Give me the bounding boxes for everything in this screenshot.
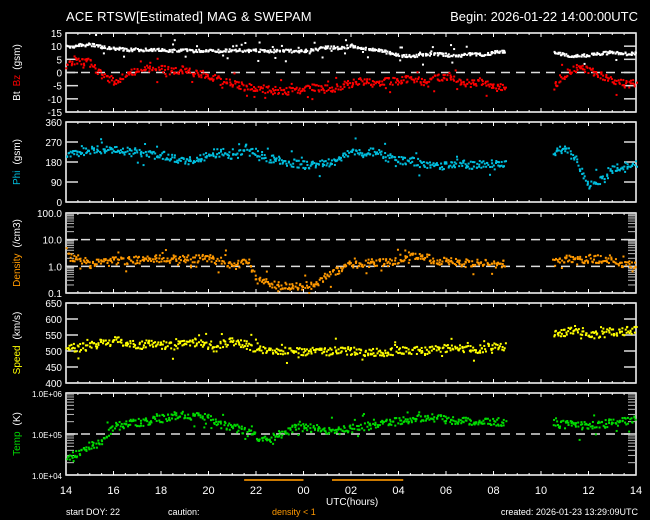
x-tick-label: 10 [535, 485, 547, 497]
x-tick-label: 04 [392, 485, 404, 497]
y-tick-label: 0.1 [48, 289, 62, 300]
x-tick-label: 14 [60, 485, 72, 497]
panel-temperature: 1.0E+06 1.0E+05 1.0E+04 Temp(K) [12, 390, 637, 481]
panel-speed: 650 600 550 500 450 400 Speed(km/s) [12, 299, 638, 390]
y-tick-label: 500 [45, 347, 62, 358]
y-tick-label: 10 [51, 42, 63, 53]
series-temp [66, 410, 637, 463]
y-tick-label: 400 [45, 379, 62, 390]
y-tick-label: 5 [56, 55, 62, 66]
y-tick-label: -5 [53, 82, 62, 93]
x-tick-label: 22 [250, 485, 262, 497]
x-tick-label: 08 [487, 485, 499, 497]
series-phi [66, 137, 639, 190]
series-bz [65, 55, 639, 101]
x-tick-label: 20 [202, 485, 214, 497]
y-tick-label: 600 [45, 315, 62, 326]
y-tick-label: -15 [48, 108, 63, 119]
x-tick-label: 18 [155, 485, 167, 497]
y-tick-label: 90 [51, 178, 63, 189]
panel-magnetic-field: 15 10 5 0 -5 -10 -15 BtBz(gsm) [12, 29, 639, 119]
y-tick-label: 650 [45, 299, 62, 310]
y-tick-label: -10 [48, 95, 63, 106]
y-axis-label: Density(/cm3) [12, 219, 23, 287]
y-tick-label: 270 [45, 138, 62, 149]
y-tick-label: 550 [45, 331, 62, 342]
x-tick-label: 12 [582, 485, 594, 497]
x-axis-label: UTC(hours) [326, 497, 379, 508]
chart-title: ACE RTSW[Estimated] MAG & SWEPAM [66, 9, 312, 24]
y-tick-label: 1.0 [48, 262, 62, 273]
begin-timestamp: Begin: 2026-01-22 14:00:00UTC [450, 9, 638, 24]
density-caution-note: density < 1 [272, 507, 316, 517]
y-tick-label: 1.0E+04 [32, 472, 63, 481]
y-tick-label: 10.0 [43, 236, 63, 247]
y-tick-label: 15 [51, 29, 63, 40]
caution-label: caution: [168, 507, 200, 517]
y-tick-label: 360 [45, 118, 62, 129]
panel-density: 100.0 10.0 1.0 0.1 Density(/cm3) [12, 209, 637, 300]
series-speed [65, 325, 638, 364]
x-tick-label: 14 [630, 485, 642, 497]
y-tick-label: 0 [56, 198, 62, 209]
x-tick-label: 16 [107, 485, 119, 497]
x-tick-label: 06 [440, 485, 452, 497]
y-axis-label: Temp(K) [12, 412, 23, 456]
y-tick-label: 1.0E+05 [32, 431, 63, 440]
y-tick-label: 180 [45, 158, 62, 169]
created-timestamp: created: 2026-01-23 13:29:09UTC [500, 507, 638, 517]
x-tick-label: 02 [345, 485, 357, 497]
x-tick-label: 00 [297, 485, 309, 497]
y-tick-label: 450 [45, 363, 62, 374]
series-density [65, 247, 637, 294]
panel-phi: 360 270 180 90 0 Phi(gsm) [12, 118, 639, 209]
density-caution-bar [244, 479, 304, 481]
series-bt [65, 34, 637, 66]
y-tick-label: 0 [56, 69, 62, 80]
density-caution-bar [332, 479, 404, 481]
y-axis-label: BtBz(gsm) [12, 44, 23, 101]
y-tick-label: 100.0 [37, 209, 62, 220]
y-axis-label: Speed(km/s) [12, 312, 23, 375]
start-doy: start DOY: 22 [66, 507, 121, 517]
y-tick-label: 1.0E+06 [32, 390, 63, 399]
y-axis-label: Phi(gsm) [12, 139, 23, 185]
